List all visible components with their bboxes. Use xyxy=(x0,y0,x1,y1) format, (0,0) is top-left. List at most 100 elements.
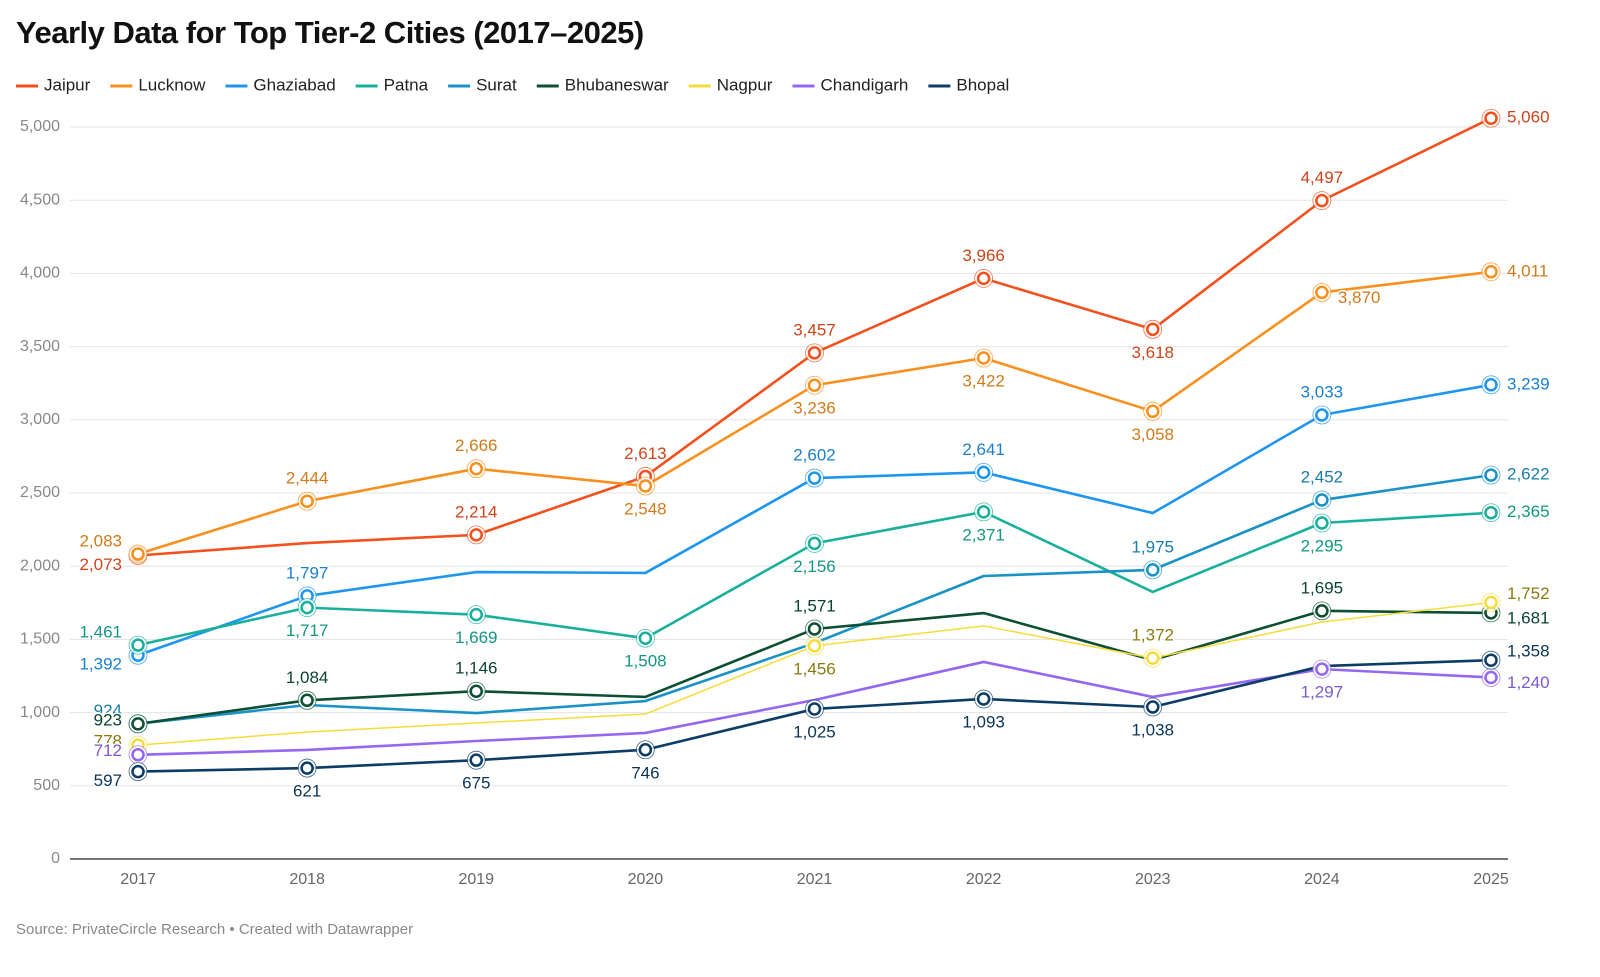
data-label: 1,461 xyxy=(79,623,122,642)
y-tick-label: 2,500 xyxy=(20,484,60,501)
point xyxy=(1484,378,1498,392)
data-label: 2,613 xyxy=(624,444,667,463)
point xyxy=(1146,404,1160,419)
data-label: 2,295 xyxy=(1301,536,1344,555)
point xyxy=(1315,662,1329,676)
data-label: 1,975 xyxy=(1131,537,1174,556)
point xyxy=(131,717,145,731)
data-label: 1,146 xyxy=(455,659,498,678)
y-tick-label: 500 xyxy=(33,777,60,794)
data-label: 2,365 xyxy=(1507,502,1550,521)
data-label: 3,033 xyxy=(1301,382,1344,401)
point xyxy=(1146,651,1160,665)
point xyxy=(1484,111,1498,125)
x-tick-label: 2022 xyxy=(966,871,1002,888)
x-tick-label: 2023 xyxy=(1135,871,1171,888)
data-label: 1,038 xyxy=(1131,721,1174,740)
y-tick-label: 3,500 xyxy=(20,338,60,355)
point xyxy=(638,743,653,757)
point xyxy=(469,461,483,476)
point xyxy=(300,693,314,708)
legend-label: Patna xyxy=(384,75,429,94)
x-tick-label: 2025 xyxy=(1473,871,1509,888)
x-tick-label: 2019 xyxy=(458,871,494,888)
x-tick-label: 2021 xyxy=(797,871,833,888)
legend-label: Bhubaneswar xyxy=(565,75,669,94)
data-label: 1,695 xyxy=(1301,578,1344,597)
point xyxy=(469,684,483,698)
y-tick-label: 1,000 xyxy=(20,704,60,721)
data-label: 1,669 xyxy=(455,628,498,647)
point xyxy=(1484,506,1498,520)
data-label: 924 xyxy=(94,701,122,720)
point xyxy=(1315,193,1329,208)
point xyxy=(1146,700,1160,714)
data-label: 2,602 xyxy=(793,446,836,465)
data-label: 1,372 xyxy=(1131,626,1174,645)
data-label: 675 xyxy=(462,774,490,793)
point xyxy=(807,639,822,653)
point xyxy=(807,702,822,716)
point xyxy=(300,761,314,775)
point xyxy=(1484,670,1498,685)
legend-label: Jaipur xyxy=(44,75,91,94)
point xyxy=(469,607,483,622)
data-label: 3,966 xyxy=(962,246,1005,265)
y-tick-label: 5,000 xyxy=(20,118,60,135)
data-label: 1,297 xyxy=(1301,683,1344,702)
data-label: 3,239 xyxy=(1507,374,1550,393)
data-label: 1,752 xyxy=(1507,584,1550,603)
point xyxy=(976,271,991,286)
point xyxy=(469,753,483,767)
point xyxy=(976,505,991,519)
data-label: 2,083 xyxy=(79,532,122,551)
point xyxy=(131,748,145,762)
point xyxy=(976,465,991,480)
data-label: 2,214 xyxy=(455,502,498,521)
data-label: 3,618 xyxy=(1131,343,1174,362)
y-tick-label: 4,000 xyxy=(20,265,60,282)
point xyxy=(469,528,483,542)
data-label: 1,084 xyxy=(286,668,329,687)
point xyxy=(1315,604,1329,618)
point xyxy=(1146,563,1160,577)
point xyxy=(1484,653,1498,667)
y-tick-label: 0 xyxy=(51,850,60,867)
data-label: 2,622 xyxy=(1507,465,1550,484)
chart-title: Yearly Data for Top Tier-2 Cities (2017–… xyxy=(16,15,644,50)
point xyxy=(638,631,653,645)
point xyxy=(807,536,822,551)
data-label: 4,011 xyxy=(1507,261,1548,280)
point xyxy=(807,622,822,636)
data-label: 2,073 xyxy=(79,555,122,574)
data-label: 2,371 xyxy=(962,525,1005,544)
point xyxy=(1315,285,1329,300)
point xyxy=(807,346,822,360)
data-label: 1,358 xyxy=(1507,642,1550,661)
legend-label: Surat xyxy=(476,75,517,94)
data-label: 3,236 xyxy=(793,399,836,418)
legend-label: Chandigarh xyxy=(820,75,908,94)
x-tick-label: 2018 xyxy=(289,871,325,888)
legend-label: Lucknow xyxy=(138,75,206,94)
legend-label: Nagpur xyxy=(717,75,773,94)
y-tick-label: 2,000 xyxy=(20,557,60,574)
point xyxy=(1146,322,1160,337)
data-label: 778 xyxy=(94,732,122,751)
point xyxy=(1484,265,1498,279)
data-label: 1,571 xyxy=(793,596,836,615)
data-label: 621 xyxy=(293,782,321,801)
data-label: 1,093 xyxy=(962,712,1005,731)
data-label: 5,060 xyxy=(1507,108,1550,127)
data-label: 2,666 xyxy=(455,436,498,455)
data-label: 1,025 xyxy=(793,722,836,741)
point xyxy=(300,600,314,615)
legend-label: Bhopal xyxy=(956,75,1009,94)
data-label: 3,870 xyxy=(1338,288,1381,307)
data-label: 1,508 xyxy=(624,652,667,671)
point xyxy=(807,378,822,392)
point xyxy=(638,479,653,493)
data-label: 712 xyxy=(94,741,122,760)
source-note: Source: PrivateCircle Research • Created… xyxy=(16,921,413,938)
